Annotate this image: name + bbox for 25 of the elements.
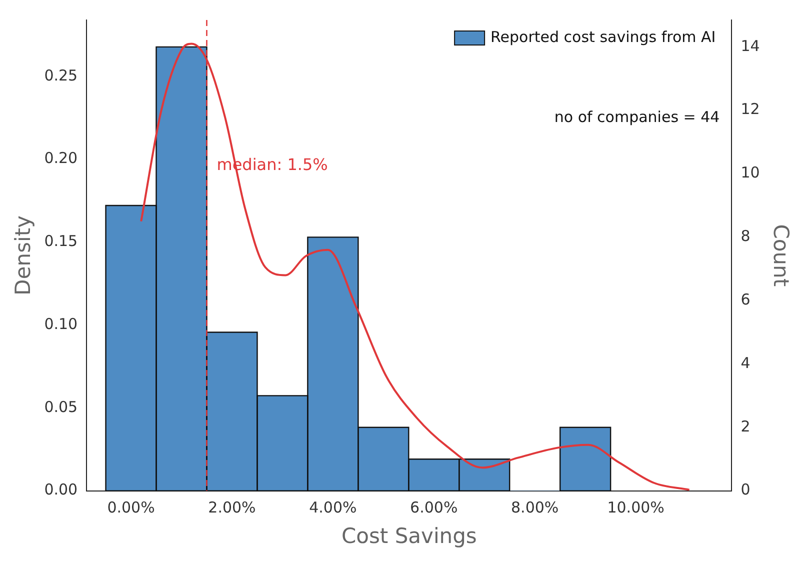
y2-tick-label: 4 xyxy=(740,354,750,372)
y-tick-label: 0.25 xyxy=(44,66,78,84)
y2-tick-label: 12 xyxy=(740,100,760,118)
y-tick-label: 0.15 xyxy=(44,232,78,250)
x-axis-title: Cost Savings xyxy=(341,524,477,548)
y-tick-label: 0.20 xyxy=(44,149,78,168)
y2-axis-title: Count xyxy=(768,224,793,287)
x-tick-label: 8.00% xyxy=(511,498,559,517)
y2-tick-label: 10 xyxy=(740,164,760,182)
y-tick-label: 0.10 xyxy=(44,314,78,333)
y-axis-title: Density xyxy=(11,215,36,296)
y2-tick-label: 2 xyxy=(740,417,750,436)
legend-label: Reported cost savings from AI xyxy=(490,28,716,46)
x-tick-label: 10.00% xyxy=(607,498,664,517)
y2-tick-label: 0 xyxy=(740,480,750,499)
y2-tick-label: 6 xyxy=(740,290,750,308)
y-tick-label: 0.05 xyxy=(44,398,78,416)
x-tick-label: 2.00% xyxy=(208,498,256,517)
y2-tick-label: 8 xyxy=(740,227,750,246)
x-tick-label: 6.00% xyxy=(410,498,458,517)
y-tick-label: 0.00 xyxy=(44,480,78,499)
x-tick-label: 4.00% xyxy=(309,498,357,517)
x-tick-label: 0.00% xyxy=(107,498,155,517)
y2-tick-label: 14 xyxy=(740,36,760,55)
annotation: no of companies = 44 xyxy=(554,108,720,126)
